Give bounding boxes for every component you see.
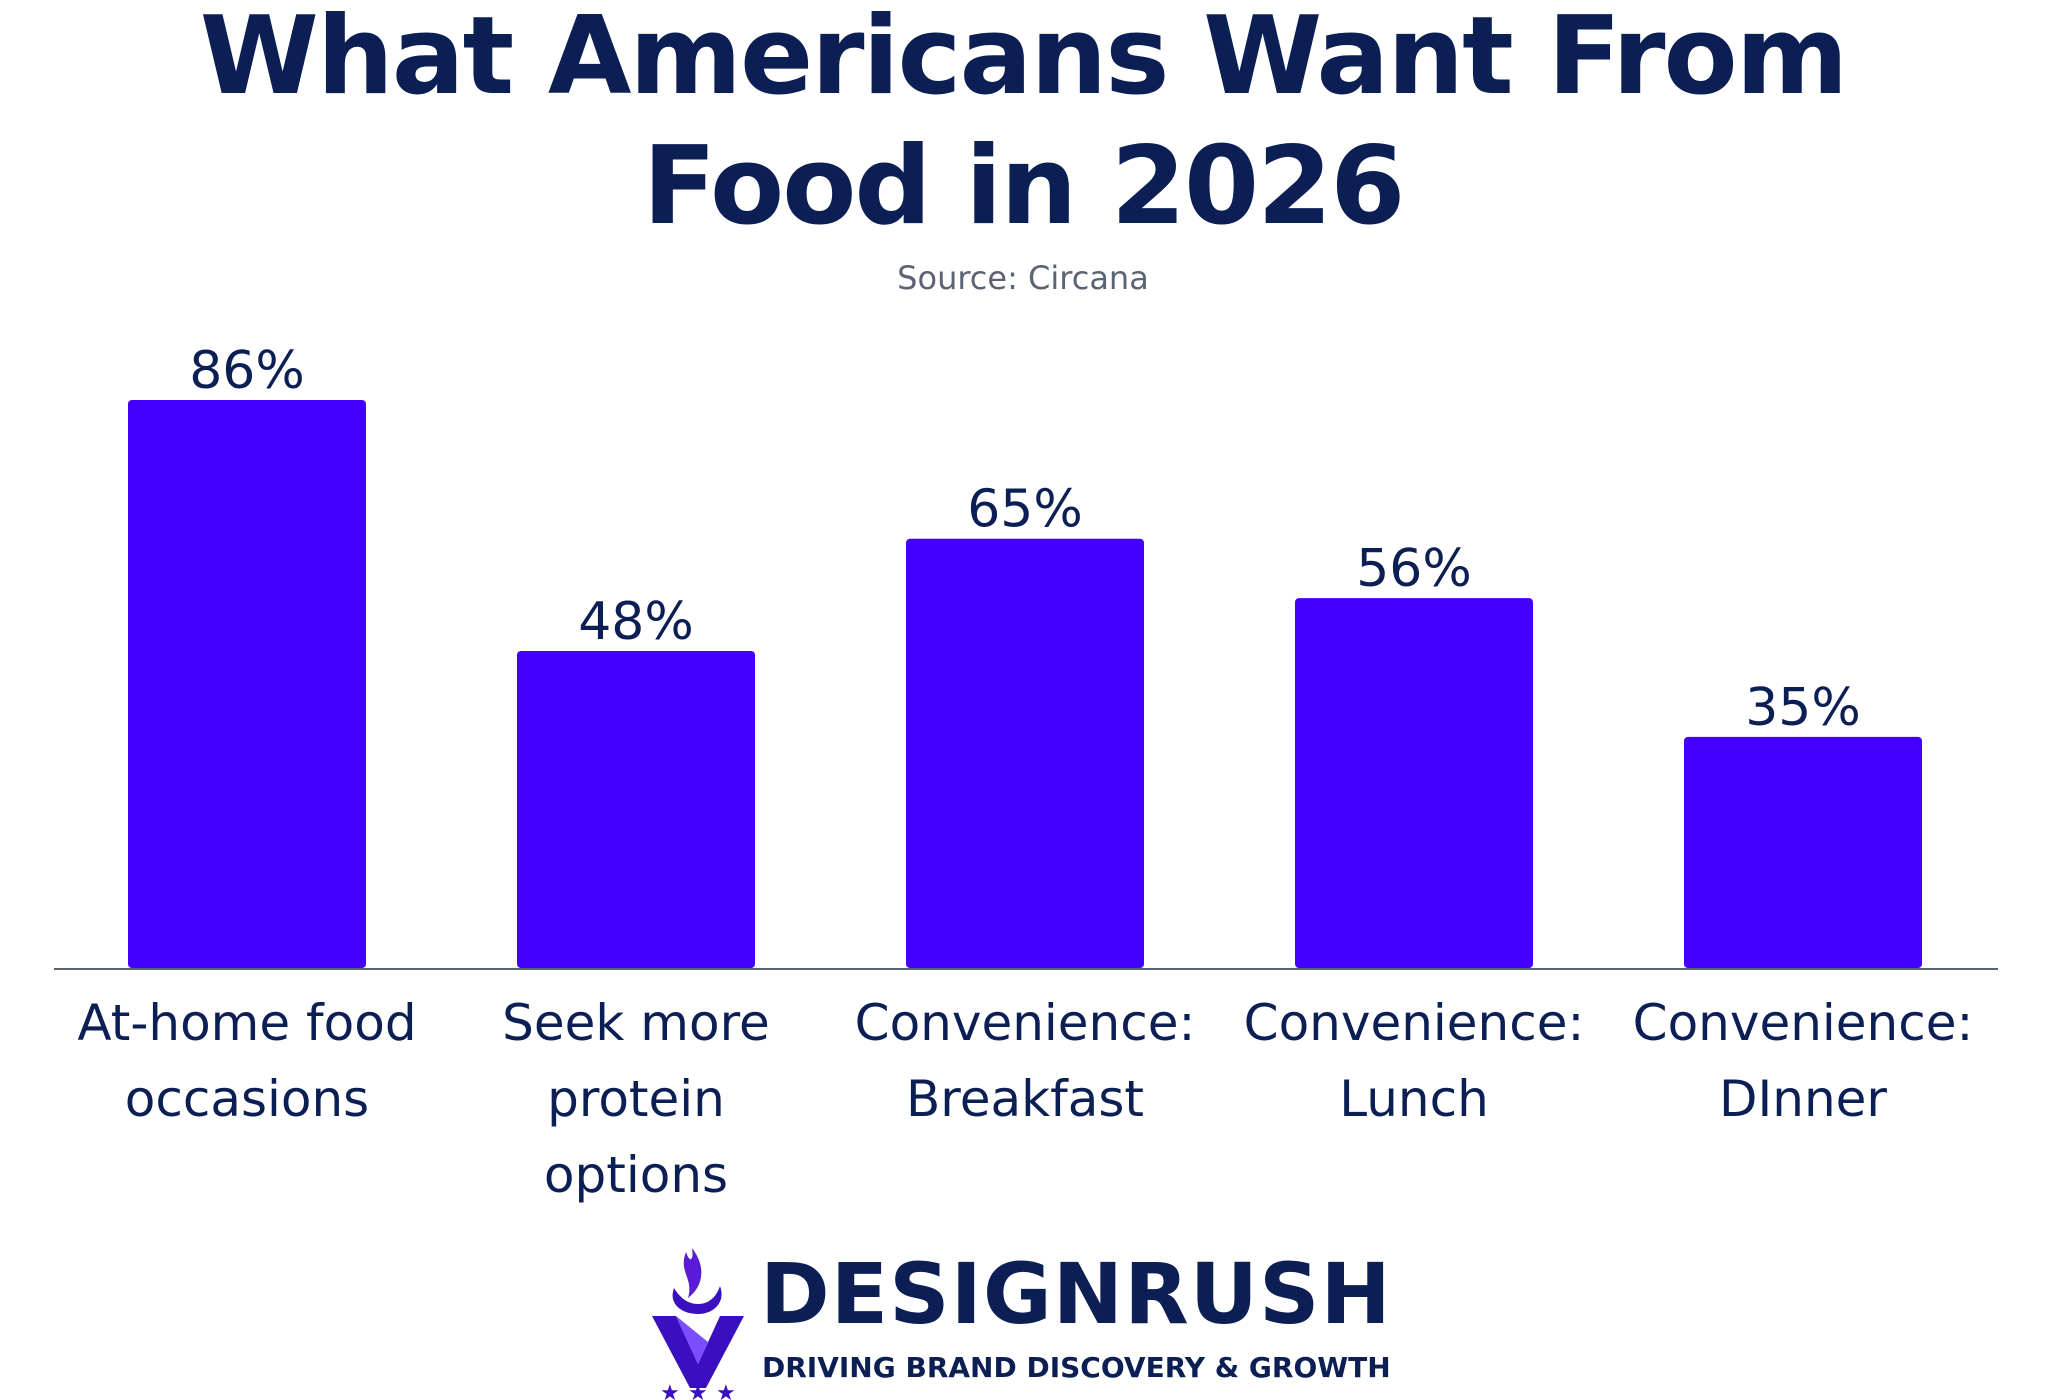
bar bbox=[1684, 736, 1922, 968]
category-label-line: At-home food bbox=[77, 994, 416, 1052]
chart-subtitle: Source: Circana bbox=[897, 259, 1149, 297]
category-label: Convenience: Lunch bbox=[1244, 994, 1585, 1128]
category-label: At-home food occasions bbox=[77, 994, 416, 1128]
chart-title: What Americans Want From Food in 2026 bbox=[0, 0, 2046, 252]
brand-name: DESIGNRUSH bbox=[760, 1245, 1392, 1343]
category-label-line: Convenience: bbox=[855, 994, 1196, 1052]
brand-tagline: DRIVING BRAND DISCOVERY & GROWTH bbox=[762, 1351, 1391, 1384]
category-label-line: DInner bbox=[1719, 1070, 1887, 1128]
bar-value-label: 86% bbox=[189, 341, 305, 401]
category-label-line: protein bbox=[547, 1070, 725, 1128]
bar bbox=[517, 650, 755, 968]
category-label-line: Convenience: bbox=[1633, 994, 1974, 1052]
category-label-line: occasions bbox=[125, 1070, 369, 1128]
bar-value-label: 65% bbox=[967, 480, 1083, 540]
bar-value-label: 56% bbox=[1356, 539, 1472, 599]
category-label-line: Convenience: bbox=[1244, 994, 1585, 1052]
category-label: Convenience: Breakfast bbox=[855, 994, 1196, 1128]
title-line-2: Food in 2026 bbox=[642, 124, 1406, 249]
category-label: Convenience: DInner bbox=[1633, 994, 1974, 1128]
bar-value-label: 48% bbox=[578, 592, 694, 652]
bar bbox=[1295, 598, 1533, 968]
bar bbox=[906, 538, 1144, 968]
category-label-line: options bbox=[544, 1146, 728, 1204]
category-label: Seek more protein options bbox=[502, 994, 770, 1204]
title-line-1: What Americans Want From bbox=[199, 0, 1849, 119]
category-label-line: Breakfast bbox=[906, 1070, 1144, 1128]
category-label-line: Lunch bbox=[1339, 1070, 1489, 1128]
svg-text:★: ★ bbox=[716, 1381, 736, 1400]
flame-v-stars-icon: ★ ★ ★ bbox=[652, 1248, 744, 1400]
bar-chart: 86% At-home food occasions 48% Seek more prot… bbox=[54, 341, 1998, 1204]
brand-logo: ★ ★ ★ DESIGNRUSH DRIVING BRAND DISCOVERY… bbox=[640, 1242, 1420, 1400]
bar-value-label: 35% bbox=[1745, 678, 1861, 738]
svg-text:★: ★ bbox=[660, 1381, 680, 1400]
svg-text:★: ★ bbox=[688, 1381, 708, 1400]
bar bbox=[128, 400, 366, 968]
category-label-line: Seek more bbox=[502, 994, 770, 1052]
